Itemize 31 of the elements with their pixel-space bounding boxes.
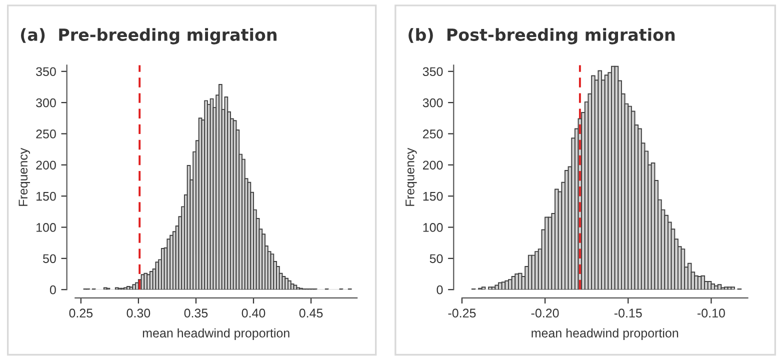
- x-tick-label: -0.20: [531, 308, 559, 318]
- y-tick-label: 350: [422, 67, 443, 76]
- y-axis-title: Frequency: [406, 148, 417, 206]
- y-tick-label: 50: [430, 254, 443, 264]
- y-tick-label: 150: [423, 192, 443, 201]
- y-tick-label: 0: [50, 285, 56, 294]
- chart-title: (b) Post-breeding migration: [408, 28, 675, 44]
- y-tick-label: 0: [436, 285, 443, 294]
- x-axis-title: mean headwind proportion: [142, 328, 290, 340]
- x-tick-label: -0.25: [448, 308, 476, 318]
- y-tick-label: 350: [36, 67, 56, 76]
- y-axis-title: Frequency: [18, 148, 30, 206]
- x-tick-label: -0.15: [614, 308, 642, 318]
- y-tick-label: 250: [422, 130, 443, 138]
- x-tick-label: 0.40: [242, 308, 266, 318]
- y-tick-label: 300: [422, 98, 443, 108]
- y-tick-label: 200: [36, 160, 56, 170]
- y-tick-label: 50: [43, 254, 56, 264]
- y-tick-label: 150: [36, 192, 56, 201]
- y-tick-label: 300: [36, 98, 56, 108]
- x-axis-title: mean headwind proportion: [532, 328, 678, 340]
- y-tick-label: 250: [36, 130, 56, 138]
- x-tick-label: -0.10: [698, 308, 725, 318]
- x-tick-label: 0.45: [299, 308, 323, 318]
- x-tick-label: 0.35: [184, 308, 208, 318]
- y-tick-label: 200: [422, 160, 443, 170]
- x-tick-label: 0.25: [69, 308, 93, 318]
- y-tick-label: 100: [36, 223, 56, 232]
- x-tick-label: 0.30: [126, 308, 150, 318]
- chart-title: (a) Pre-breeding migration: [21, 28, 276, 44]
- y-tick-label: 100: [423, 223, 443, 232]
